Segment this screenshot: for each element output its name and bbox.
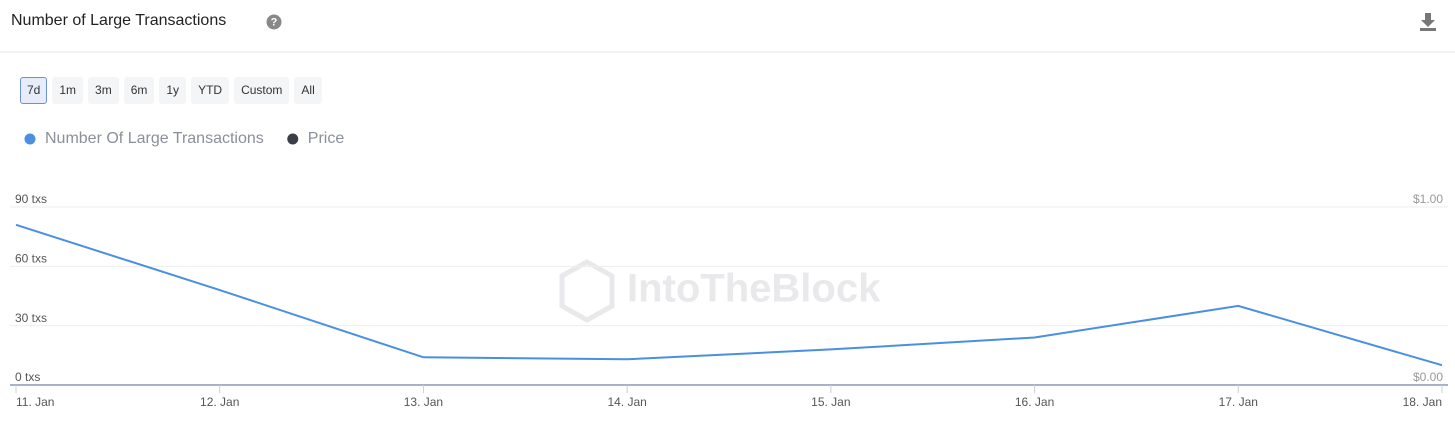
range-button[interactable]: 7d bbox=[20, 77, 48, 104]
range-button[interactable]: 6m bbox=[123, 77, 155, 104]
y-tick-label: 90 txs bbox=[15, 192, 47, 206]
y-tick-label: 0 txs bbox=[15, 370, 40, 384]
svg-text:?: ? bbox=[271, 16, 278, 28]
x-tick-label: 11. Jan bbox=[16, 395, 54, 409]
y-tick-label: 30 txs bbox=[15, 311, 47, 325]
x-tick-label: 15. Jan bbox=[811, 395, 850, 409]
x-tick-label: 17. Jan bbox=[1219, 395, 1258, 409]
y2-tick-label: $0.00 bbox=[1413, 370, 1443, 384]
range-button[interactable]: 1y bbox=[159, 77, 187, 104]
x-tick-label: 14. Jan bbox=[607, 395, 646, 409]
legend-label[interactable]: Number Of Large Transactions bbox=[45, 130, 264, 147]
x-tick-label: 16. Jan bbox=[1015, 395, 1054, 409]
range-button[interactable]: YTD bbox=[191, 77, 230, 104]
y-tick-label: 60 txs bbox=[15, 252, 47, 266]
legend-marker[interactable] bbox=[287, 133, 299, 145]
legend-label[interactable]: Price bbox=[308, 130, 345, 147]
x-tick-label: 18. Jan bbox=[1403, 395, 1442, 409]
help-icon[interactable]: ? bbox=[266, 14, 282, 30]
range-button[interactable]: All bbox=[294, 77, 322, 104]
x-tick-label: 13. Jan bbox=[404, 395, 443, 409]
chart-title: Number of Large Transactions bbox=[11, 12, 226, 29]
range-button[interactable]: Custom bbox=[234, 77, 290, 104]
watermark-logo bbox=[559, 259, 615, 323]
download-icon[interactable] bbox=[1420, 13, 1436, 31]
y2-tick-label: $1.00 bbox=[1413, 192, 1443, 206]
range-button[interactable]: 3m bbox=[88, 77, 119, 104]
watermark: IntoTheBlock bbox=[627, 267, 881, 311]
legend-marker[interactable] bbox=[24, 133, 36, 145]
x-tick-label: 12. Jan bbox=[200, 395, 239, 409]
series-line bbox=[15, 223, 1443, 367]
range-buttons: 7d 1m 3m 6m 1y YTD Custom All bbox=[20, 77, 322, 104]
range-button[interactable]: 1m bbox=[52, 77, 84, 104]
